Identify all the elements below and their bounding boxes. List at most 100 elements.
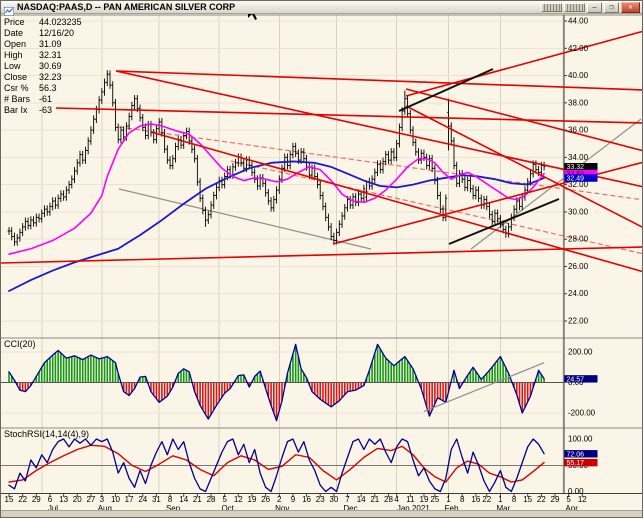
info-label: Date (4, 28, 24, 38)
cci-outline (8, 343, 545, 422)
red-trendline (405, 30, 642, 97)
black-trendline (398, 68, 494, 112)
window-resize-strip[interactable] (1, 510, 642, 517)
date-label: 24 (138, 495, 147, 504)
info-row: Date 12/16/20 (4, 28, 82, 39)
minimize-button[interactable]: — (587, 1, 602, 13)
cci-axis-label: -200.00 (568, 409, 596, 418)
date-label: 17 (125, 495, 134, 504)
info-label: Close (4, 72, 28, 82)
stochrsi-tag-bg (564, 450, 598, 458)
fast-ma-line (8, 123, 545, 255)
info-value: -63 (39, 105, 53, 115)
info-label: Open (4, 39, 27, 49)
price-tag-bg (564, 174, 598, 182)
info-value: -61 (39, 94, 53, 104)
maximize-button[interactable]: ❐ (604, 1, 619, 13)
price-axis-label: 28.00 (568, 235, 589, 244)
date-label: 20 (73, 495, 82, 504)
month-label: Jul (48, 504, 58, 513)
minimize-icon: — (592, 3, 597, 11)
close-button[interactable]: ✕ (621, 1, 640, 13)
info-label: Price (4, 17, 25, 27)
info-label: # Bars (4, 94, 31, 104)
price-axis-label: 30.00 (568, 207, 589, 216)
dashed-red-trendline (230, 160, 642, 255)
price-axis-label: 32.00 (568, 180, 589, 189)
date-label: 10 (111, 495, 120, 504)
red-trendline (55, 107, 642, 124)
info-row: Csr % 56.3 (4, 83, 82, 94)
date-label: 28 (207, 495, 216, 504)
month-label: Sep (166, 504, 181, 513)
date-label: 29 (551, 495, 560, 504)
info-label: Low (4, 61, 21, 71)
window-icon (3, 3, 15, 16)
date-label: 30 (329, 495, 338, 504)
close-icon: ✕ (628, 3, 633, 11)
gray-trendline (470, 118, 642, 250)
price-axis-label: 42.00 (568, 44, 589, 53)
stochrsi-signal-line (8, 444, 545, 483)
date-label: 9 (291, 495, 296, 504)
info-row: Open 31.09 (4, 39, 82, 50)
price-axis-label: 40.00 (568, 71, 589, 80)
date-label: 16 (302, 495, 311, 504)
price-axis-label: 24.00 (568, 289, 589, 298)
cci-tag: 24.57 (567, 376, 585, 383)
date-label: 1 (498, 495, 503, 504)
month-label: Dec (343, 504, 357, 513)
date-label: 12 (234, 495, 243, 504)
date-label: 22 (482, 495, 491, 504)
info-row: Bar Ix -63 (4, 105, 82, 116)
info-label: High (4, 50, 23, 60)
date-label: 4 (394, 495, 399, 504)
cci-panel-label: CCI(20) (4, 339, 36, 349)
month-label: Mar (497, 504, 511, 513)
date-label: 31 (152, 495, 161, 504)
price-axis-label: 22.00 (568, 317, 589, 326)
titlebar-toolbar-button-b[interactable] (564, 2, 585, 12)
date-label: 29 (32, 495, 41, 504)
date-label: 28 (384, 495, 393, 504)
price-axis-label: 38.00 (568, 98, 589, 107)
window-title: NASDAQ:PAAS,D -- PAN AMERICAN SILVER COR… (17, 2, 236, 12)
month-label: Jan 2021 (397, 504, 430, 513)
black-trendline (448, 198, 560, 245)
cursor-info-panel: Price 44.023235 Date 12/16/20 Open 31.09 High 3… (4, 17, 82, 116)
date-label: 21 (370, 495, 379, 504)
date-label: 25 (430, 495, 439, 504)
info-label: Bar Ix (4, 105, 28, 115)
info-row: Low 30.69 (4, 61, 82, 72)
maximize-icon: ❐ (609, 3, 614, 11)
cci-tag-bg (564, 375, 598, 383)
stochrsi-tag: 55.17 (567, 460, 585, 467)
titlebar[interactable]: NASDAQ:PAAS,D -- PAN AMERICAN SILVER COR… (1, 1, 642, 16)
price-tag: 32.49 (567, 176, 585, 183)
info-row: Price 44.023235 (4, 17, 82, 28)
titlebar-toolbar-button-a[interactable] (541, 2, 562, 12)
info-row: # Bars -61 (4, 94, 82, 105)
date-label: 8 (168, 495, 173, 504)
date-label: 19 (420, 495, 429, 504)
info-value: 32.31 (39, 50, 62, 60)
date-label: 21 (193, 495, 202, 504)
stochrsi-axis-label: 0.00 (568, 487, 584, 496)
date-label: 15 (5, 495, 14, 504)
month-label: Feb (445, 504, 459, 513)
stochrsi-fast-line (8, 438, 545, 493)
month-label: Aug (98, 504, 112, 513)
date-label: 2 (277, 495, 282, 504)
info-value: 44.023235 (39, 17, 82, 27)
date-label: 8 (512, 495, 517, 504)
stochrsi-axis-label: 100.00 (568, 435, 593, 444)
info-value: 32.23 (39, 72, 62, 82)
price-tag-bg (564, 163, 598, 171)
month-label: Apr (565, 504, 578, 513)
date-label: 27 (86, 495, 95, 504)
red-trendline (405, 88, 642, 152)
date-label: 15 (523, 495, 532, 504)
red-trendline (115, 70, 642, 188)
stochrsi-tag: 72.06 (567, 451, 585, 458)
